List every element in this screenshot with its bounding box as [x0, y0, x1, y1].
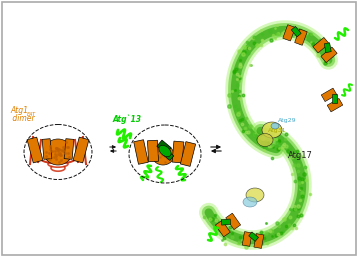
Polygon shape: [321, 47, 337, 62]
Polygon shape: [157, 140, 171, 154]
Ellipse shape: [159, 145, 171, 157]
Ellipse shape: [262, 122, 282, 138]
Text: Atg17: Atg17: [288, 151, 313, 160]
Polygon shape: [216, 221, 230, 237]
Polygon shape: [172, 141, 184, 163]
Text: Atg1: Atg1: [10, 106, 28, 115]
Polygon shape: [64, 139, 74, 159]
Polygon shape: [42, 139, 52, 159]
Text: Atg`13: Atg`13: [112, 115, 141, 124]
Polygon shape: [332, 94, 338, 103]
Polygon shape: [313, 38, 329, 53]
Polygon shape: [162, 150, 174, 161]
Text: EAT: EAT: [27, 112, 36, 117]
Ellipse shape: [152, 145, 174, 165]
Polygon shape: [254, 234, 264, 249]
Polygon shape: [180, 142, 195, 166]
Polygon shape: [283, 25, 295, 41]
Polygon shape: [147, 140, 159, 162]
Polygon shape: [242, 232, 252, 246]
Polygon shape: [295, 29, 307, 45]
Ellipse shape: [271, 123, 279, 129]
Polygon shape: [291, 26, 301, 37]
Ellipse shape: [243, 197, 257, 207]
Ellipse shape: [246, 188, 264, 202]
Polygon shape: [73, 137, 89, 163]
Polygon shape: [226, 213, 241, 230]
Polygon shape: [27, 137, 43, 163]
Ellipse shape: [257, 133, 273, 146]
Polygon shape: [134, 140, 148, 164]
Polygon shape: [321, 88, 337, 102]
Polygon shape: [324, 43, 331, 53]
Polygon shape: [249, 232, 258, 241]
Polygon shape: [221, 219, 231, 225]
Text: Atg31: Atg31: [268, 128, 286, 133]
Polygon shape: [327, 98, 343, 112]
Text: dimer: dimer: [10, 114, 35, 123]
Ellipse shape: [44, 139, 72, 165]
Text: Atg29: Atg29: [278, 118, 297, 123]
